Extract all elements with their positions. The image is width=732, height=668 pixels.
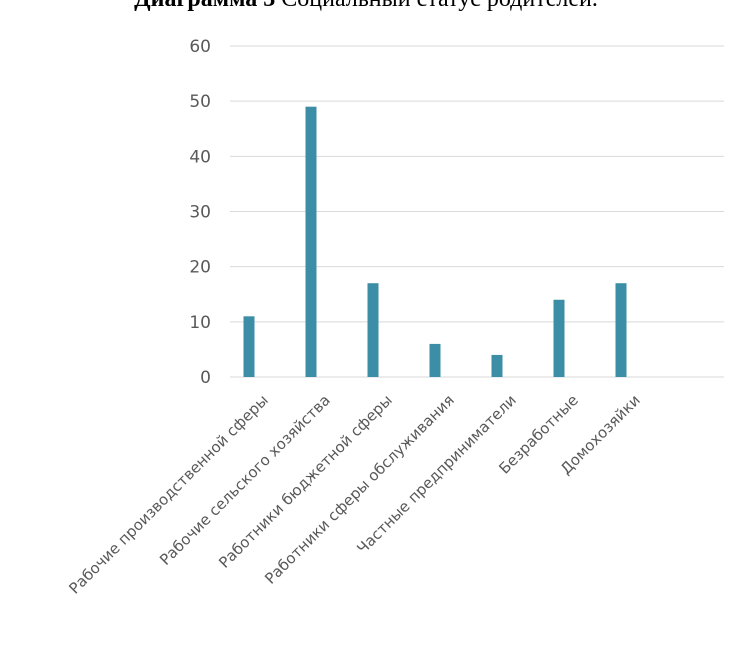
bar-2 [367, 283, 379, 377]
y-tick-label: 20 [189, 258, 211, 278]
y-tick-label: 40 [189, 147, 211, 167]
y-tick-label: 30 [189, 203, 211, 223]
y-tick-label: 10 [189, 313, 211, 333]
bar-0 [243, 316, 255, 377]
bar-3 [429, 343, 441, 377]
bar-6 [615, 283, 627, 377]
chart-title-rest: Социальный статус родителей. [275, 0, 598, 12]
chart-title-bold: Диаграмма 3 [134, 0, 275, 12]
bar-5 [553, 299, 565, 377]
y-tick-label: 60 [189, 37, 211, 57]
chart-title: Диаграмма 3 Социальный статус родителей. [0, 0, 732, 13]
y-tick-label: 0 [200, 368, 211, 388]
bar-4 [491, 354, 503, 377]
bar-1 [305, 106, 317, 377]
y-tick-label: 50 [189, 92, 211, 112]
